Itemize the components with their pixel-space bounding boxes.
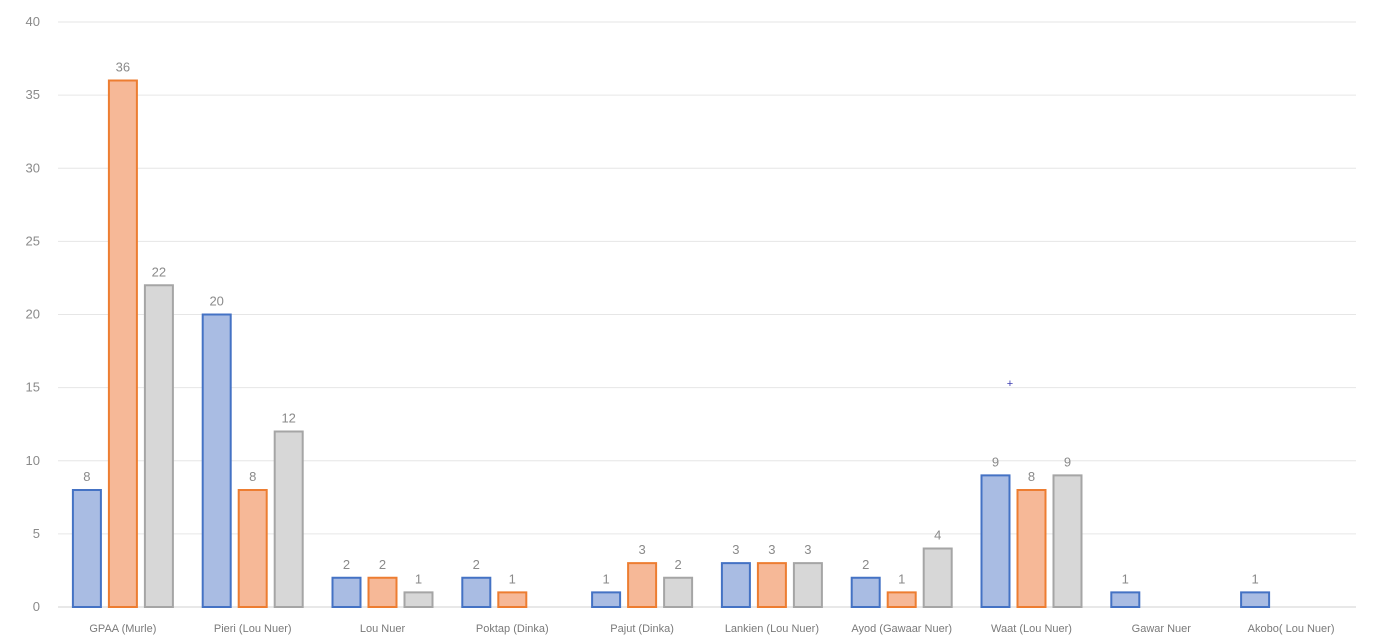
data-label: 8: [1028, 469, 1035, 484]
data-label: 1: [509, 571, 516, 586]
bar: [331, 576, 362, 608]
data-label: 22: [152, 264, 166, 279]
bar: [980, 474, 1011, 608]
bar: [1240, 591, 1271, 608]
y-tick-label: 0: [33, 599, 40, 614]
bar: [591, 591, 622, 608]
x-category-label: Lankien (Lou Nuer): [725, 623, 819, 635]
data-label: 8: [249, 469, 256, 484]
data-label: 8: [83, 469, 90, 484]
data-label: 12: [281, 411, 295, 426]
data-label: 3: [804, 542, 811, 557]
x-category-label: Lou Nuer: [360, 623, 406, 635]
x-category-label: Waat (Lou Nuer): [991, 623, 1072, 635]
y-tick-label: 25: [26, 233, 40, 248]
data-label: 9: [992, 454, 999, 469]
bar: [461, 576, 492, 608]
x-category-label: GPAA (Murle): [89, 623, 156, 635]
data-label: 3: [768, 542, 775, 557]
data-label: 2: [473, 557, 480, 572]
data-label: 2: [379, 557, 386, 572]
data-label: 9: [1064, 454, 1071, 469]
crosshair-marker-icon: +: [1007, 378, 1013, 390]
bar: [107, 79, 138, 608]
bar: [237, 489, 268, 608]
plot-markers: +: [1007, 378, 1013, 390]
data-label: 1: [898, 571, 905, 586]
data-label: 4: [934, 528, 941, 543]
y-tick-label: 30: [26, 160, 40, 175]
bar: [1052, 474, 1083, 608]
data-label: 1: [1122, 571, 1129, 586]
bar: [1110, 591, 1141, 608]
bar: [273, 430, 304, 608]
x-category-label: Gawar Nuer: [1132, 623, 1192, 635]
bar: [720, 562, 751, 608]
data-label: 1: [602, 571, 609, 586]
data-label: 1: [415, 571, 422, 586]
data-label: 2: [862, 557, 869, 572]
y-tick-label: 35: [26, 87, 40, 102]
bar: [792, 562, 823, 608]
data-label: 2: [674, 557, 681, 572]
x-axis-categories: GPAA (Murle) Pieri (Lou Nuer) Lou Nuer Pokt…: [89, 623, 1334, 635]
x-category-label: Akobo( Lou Nuer): [1248, 623, 1335, 635]
x-category-label: Ayod (Gawaar Nuer): [851, 623, 952, 635]
data-label: 20: [209, 294, 223, 309]
bar: [850, 576, 881, 608]
bar: [403, 591, 434, 608]
data-label: 1: [1251, 571, 1258, 586]
y-tick-label: 20: [26, 307, 40, 322]
bar: [71, 489, 102, 608]
data-label: 2: [343, 557, 350, 572]
x-category-label: Poktap (Dinka): [476, 623, 549, 635]
bar: [922, 547, 953, 608]
y-tick-label: 10: [26, 453, 40, 468]
y-tick-label: 15: [26, 380, 40, 395]
data-label: 3: [732, 542, 739, 557]
bar: [367, 576, 398, 608]
y-axis-ticks: 0 5 10 15 20 25 30 35 40: [26, 14, 40, 614]
x-category-label: Pieri (Lou Nuer): [214, 623, 292, 635]
y-tick-label: 5: [33, 526, 40, 541]
bar: [886, 591, 917, 608]
bar: [1016, 489, 1047, 608]
bar: [756, 562, 787, 608]
data-label: 3: [638, 542, 645, 557]
bar: [201, 313, 232, 608]
data-label: 36: [116, 60, 130, 75]
y-tick-label: 40: [26, 14, 40, 29]
bar: [143, 284, 174, 608]
bar: [663, 576, 694, 608]
bar: [627, 562, 658, 608]
x-category-label: Pajut (Dinka): [610, 623, 674, 635]
bar: [497, 591, 528, 608]
bars: [71, 79, 1271, 608]
